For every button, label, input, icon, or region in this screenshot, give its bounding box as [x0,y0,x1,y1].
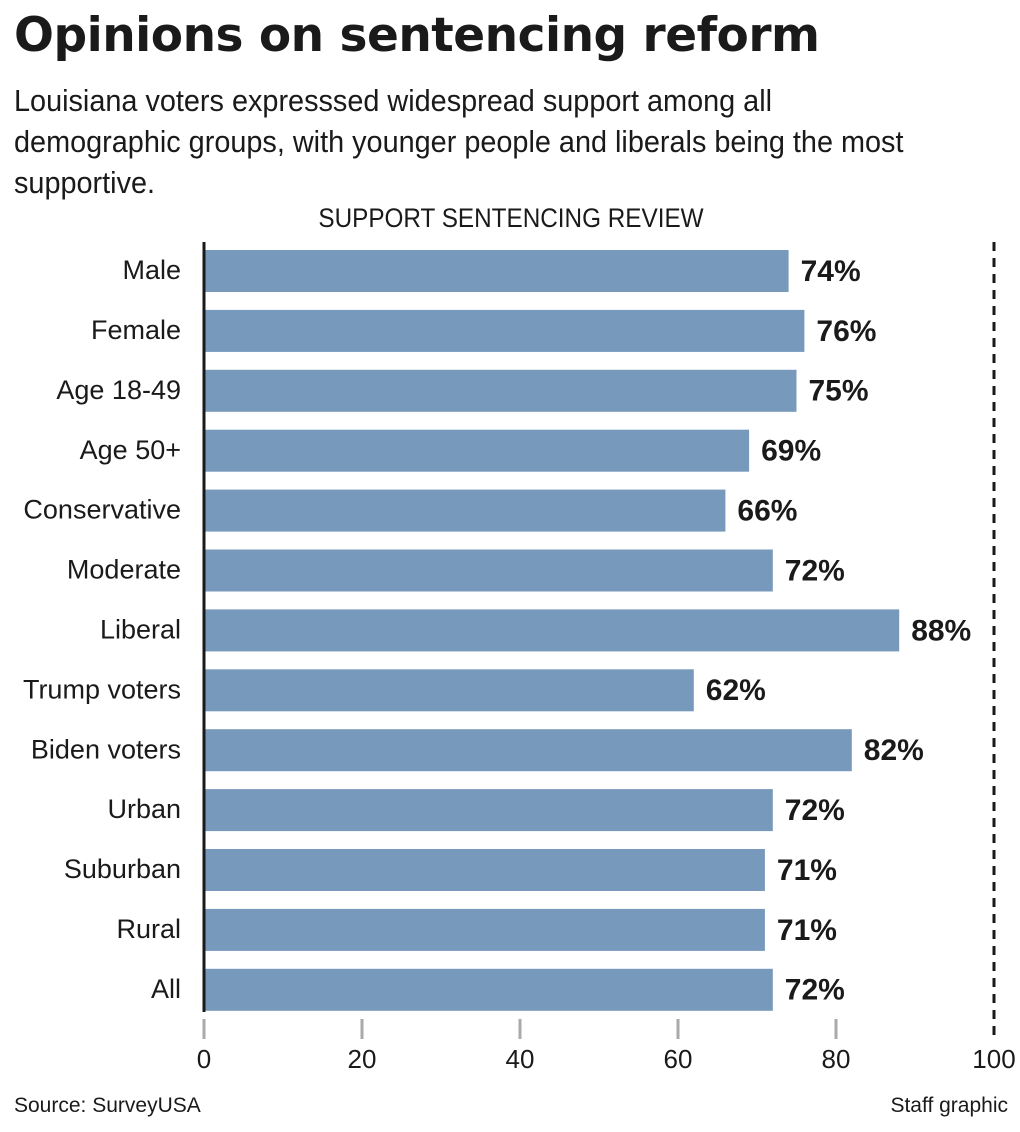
category-label-7: Trump voters [23,674,181,704]
credit-note: Staff graphic [890,1094,1008,1117]
value-label-1: 76% [816,315,876,348]
category-label-10: Suburban [64,854,181,884]
category-label-9: Urban [107,794,181,824]
bar-4 [204,489,726,532]
chart-title-heading: Opinions on sentencing reform [14,8,820,63]
bar-2 [204,369,797,412]
bar-10 [204,849,765,891]
category-label-12: All [151,974,181,1004]
x-tick-label-0: 0 [197,1044,211,1074]
category-label-6: Liberal [100,615,181,645]
value-label-12: 72% [785,974,845,1007]
x-tick-label-1: 20 [348,1044,377,1074]
category-label-3: Age 50+ [80,435,181,465]
bar-5 [204,549,773,592]
x-tick-label-2: 40 [506,1044,535,1074]
value-label-4: 66% [737,495,797,528]
x-tick-label-3: 60 [664,1044,693,1074]
x-tick-label-5: 100 [972,1044,1015,1074]
value-label-11: 71% [777,914,837,947]
value-label-7: 62% [706,674,766,707]
category-label-1: Female [91,315,181,345]
category-label-8: Biden voters [31,734,181,764]
value-label-5: 72% [785,554,845,587]
bar-8 [204,729,852,772]
category-label-5: Moderate [67,555,181,585]
value-label-0: 74% [801,255,861,288]
value-label-2: 75% [809,375,869,408]
chart-subtitle: Louisiana voters expresssed widespread s… [14,83,904,200]
value-label-8: 82% [864,734,924,767]
bar-1 [204,309,805,352]
value-label-9: 72% [785,794,845,827]
category-label-2: Age 18-49 [56,375,181,405]
axis-layer: 0 20 40 60 80 100 [197,242,1016,1074]
bar-11 [204,908,765,951]
bar-0 [204,250,789,292]
category-label-11: Rural [116,914,181,944]
value-label-6: 88% [911,614,971,647]
bar-12 [204,968,773,1011]
category-label-0: Male [122,255,181,285]
bars-layer: Male 74% Female 76% Age 18-49 75% Age 50+ 69% Co… [23,250,971,1011]
bar-9 [204,789,773,832]
chart-series-title: SUPPORT SENTENCING REVIEW [318,203,704,233]
bar-7 [204,669,694,712]
value-label-3: 69% [761,435,821,468]
bar-6 [204,609,900,652]
category-label-4: Conservative [23,495,181,525]
source-note: Source: SurveyUSA [14,1094,201,1117]
bar-3 [204,429,750,472]
value-label-10: 71% [777,854,837,887]
x-tick-label-4: 80 [822,1044,851,1074]
